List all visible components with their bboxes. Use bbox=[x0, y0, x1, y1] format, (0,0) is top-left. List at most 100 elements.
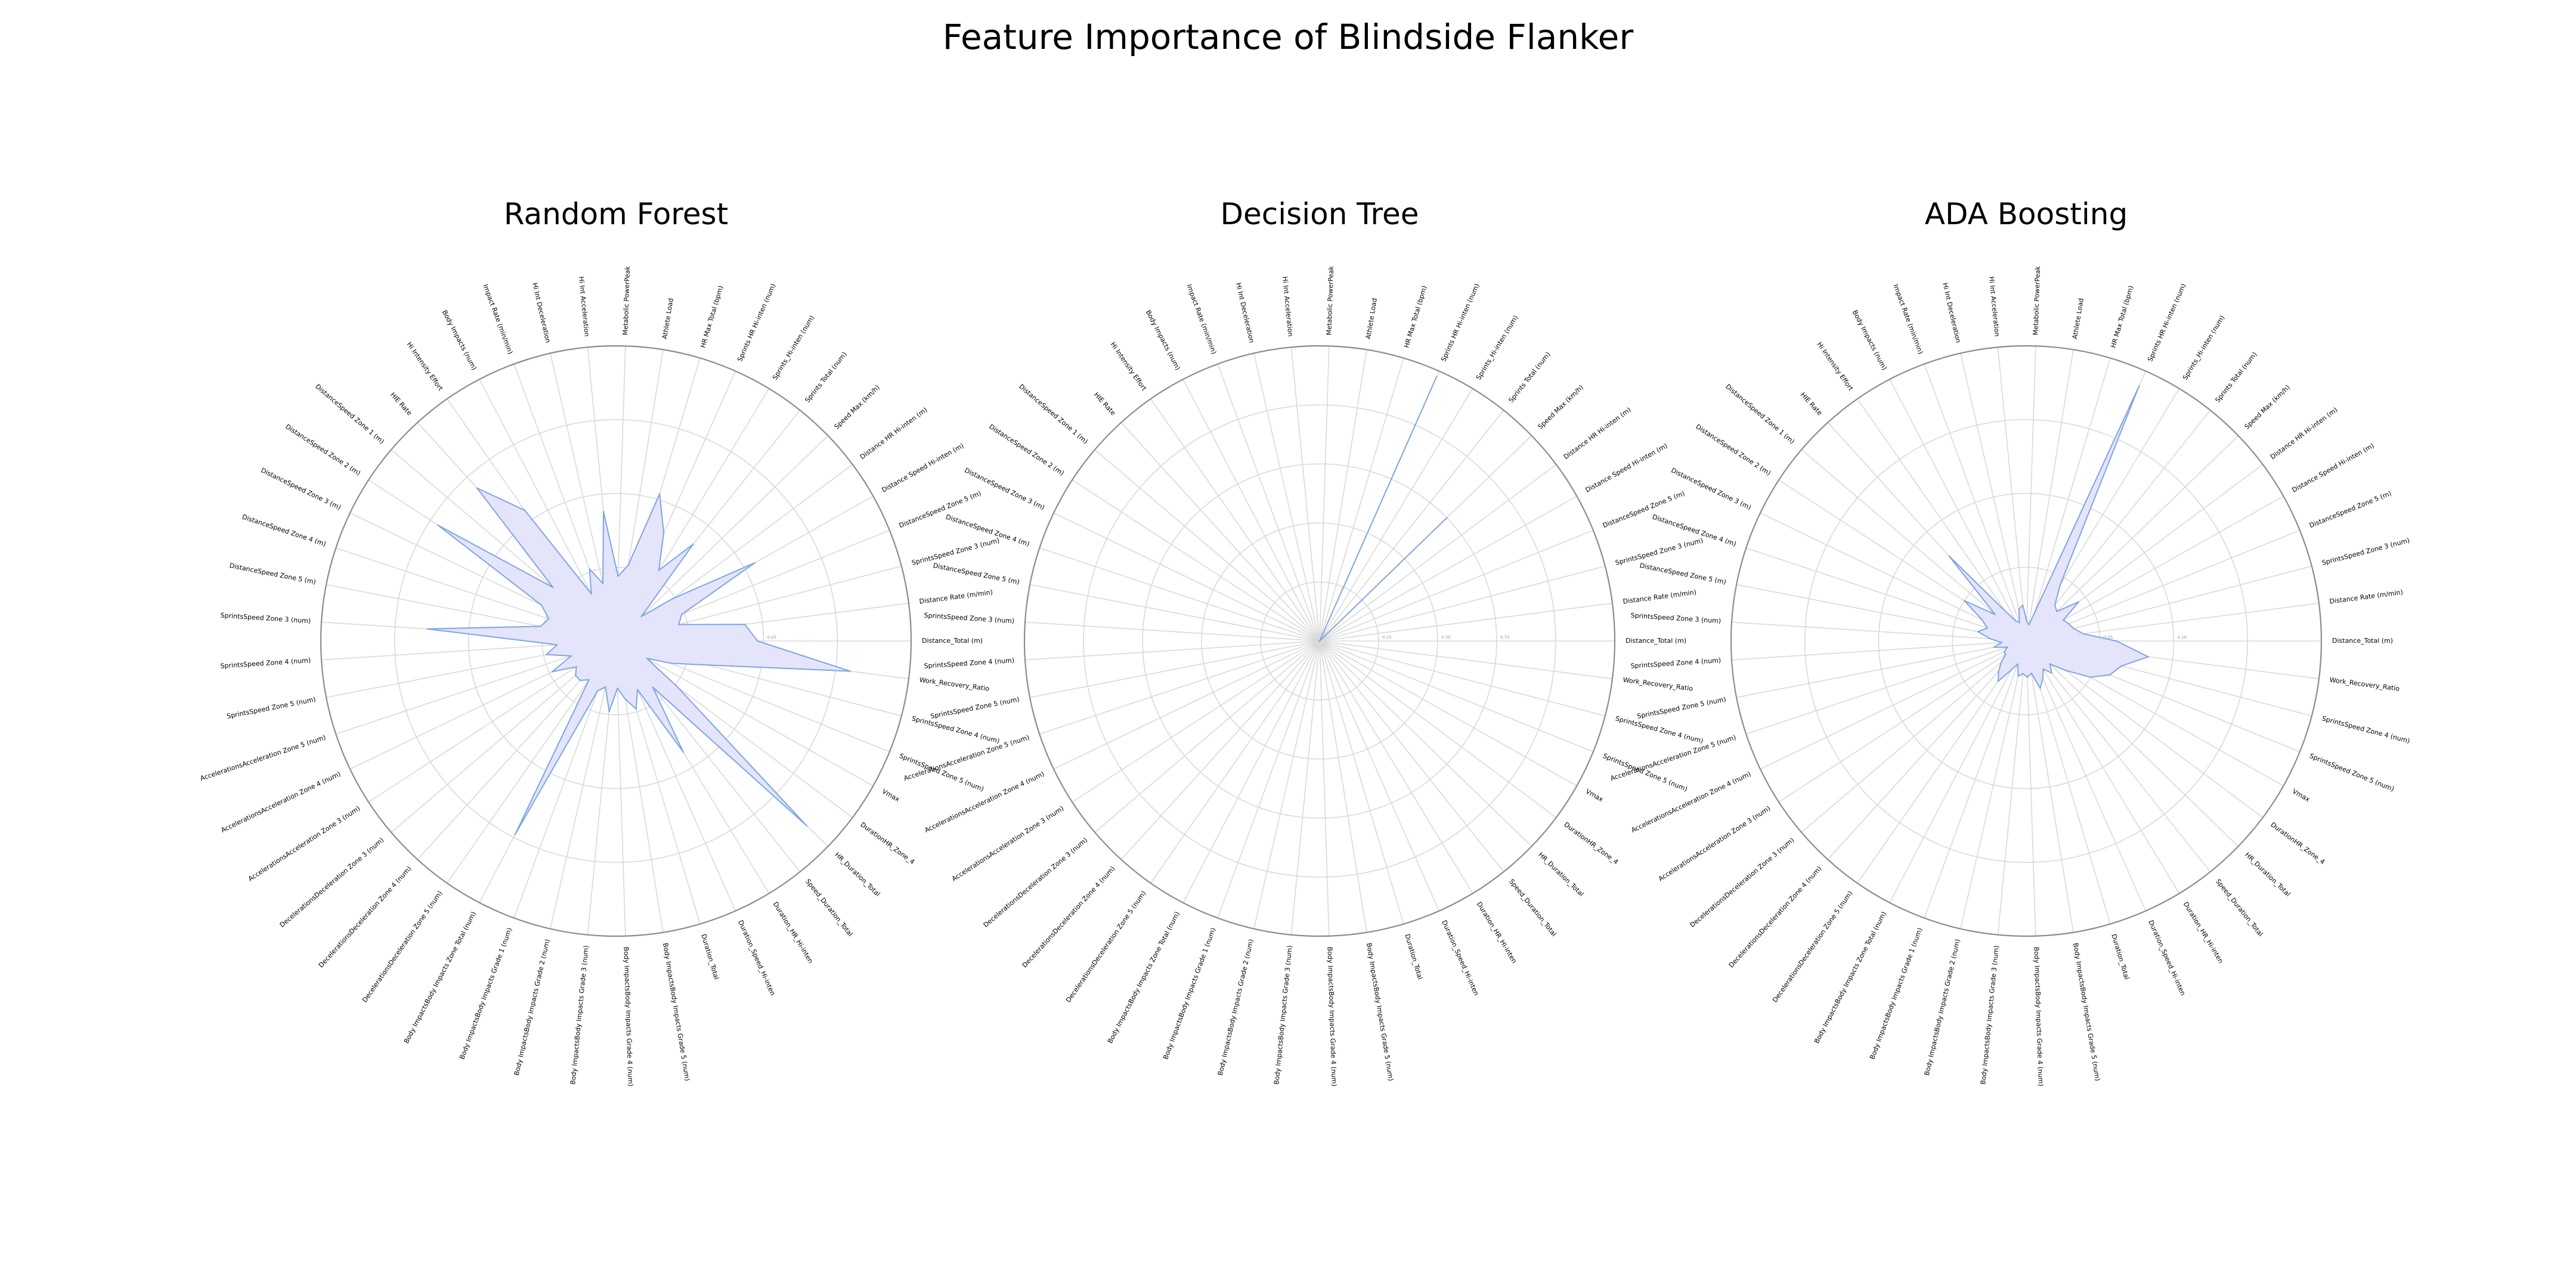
importance-point bbox=[627, 564, 629, 566]
importance-point bbox=[514, 834, 516, 836]
importance-point bbox=[2059, 584, 2061, 586]
grid-spoke bbox=[1029, 584, 1320, 642]
feature-label: Distance_Total (m) bbox=[922, 637, 983, 645]
feature-label: Speed Max (km/h) bbox=[2243, 383, 2292, 431]
feature-label: Duration_Speed_Hi-inten bbox=[736, 919, 776, 996]
feature-label: Sprints_Hi-inten (num) bbox=[2181, 314, 2226, 381]
grid-spoke bbox=[1039, 547, 1320, 642]
feature-label: AccelerationsAcceleration Zone 4 (num) bbox=[923, 770, 1045, 834]
feature-label: DistanceSpeed Zone 3 (m) bbox=[1670, 466, 1752, 512]
grid-spoke bbox=[2026, 346, 2036, 642]
grid-spoke bbox=[1319, 565, 1606, 642]
feature-label: DistanceSpeed Zone 4 (m) bbox=[241, 513, 327, 548]
grid-spoke bbox=[1745, 547, 2027, 642]
feature-label: Body ImpactsBody Impacts Grade 5 (num) bbox=[1365, 942, 1395, 1081]
grid-spoke bbox=[1736, 640, 2027, 698]
feature-label: HR Max Total (bpm) bbox=[1402, 285, 1428, 349]
feature-label: AccelerationsAcceleration Zone 5 (num) bbox=[903, 733, 1030, 782]
feature-label: Distance Speed Hi-inten (m) bbox=[1584, 442, 1669, 494]
feature-label: Body ImpactsBody Impacts Grade 1 (num) bbox=[1162, 927, 1217, 1060]
grid-spoke bbox=[1997, 640, 2027, 935]
importance-point bbox=[617, 575, 619, 577]
feature-label: HR_Duration_Total bbox=[2243, 851, 2292, 898]
feature-label: HIE Rate bbox=[1092, 391, 1117, 417]
grid-spoke bbox=[1182, 379, 1320, 642]
importance-point bbox=[757, 640, 758, 642]
importance-point bbox=[849, 670, 851, 672]
grid-spoke bbox=[1217, 640, 1320, 918]
grid-spoke bbox=[1760, 640, 2027, 770]
importance-point bbox=[1994, 614, 1996, 615]
grid-spoke bbox=[1319, 530, 1594, 642]
grid-spoke bbox=[615, 435, 829, 642]
importance-point bbox=[670, 662, 672, 664]
importance-point bbox=[2073, 627, 2075, 630]
importance-point bbox=[2049, 663, 2051, 665]
importance-point bbox=[2064, 670, 2067, 671]
importance-point bbox=[635, 708, 637, 710]
feature-label: Distance_Total (m) bbox=[1626, 637, 1686, 645]
grid-spoke bbox=[1024, 621, 1320, 642]
feature-label: Duration_HR_Hi-inten bbox=[772, 900, 815, 965]
figure-title: Feature Importance of Blindside Flanker bbox=[943, 17, 1634, 57]
importance-point bbox=[678, 624, 680, 626]
grid-spoke bbox=[1319, 640, 1606, 717]
importance-point bbox=[476, 487, 478, 489]
feature-label: DistanceSpeed Zone 5 (m) bbox=[2308, 490, 2392, 530]
grid-spoke bbox=[1731, 621, 2027, 642]
feature-label: Distance HR Hi-inten (m) bbox=[1562, 406, 1633, 461]
importance-point bbox=[575, 674, 577, 677]
feature-label: Speed_Duration_Total bbox=[1507, 878, 1558, 938]
importance-point bbox=[2120, 665, 2122, 667]
grid-spoke bbox=[1319, 640, 1613, 680]
importance-point bbox=[2026, 676, 2029, 678]
importance-point bbox=[426, 628, 429, 630]
importance-point bbox=[1997, 680, 1999, 682]
feature-label: AccelerationsAcceleration Zone 5 (num) bbox=[1609, 733, 1737, 782]
feature-label: Distance Rate (m/min) bbox=[919, 589, 993, 606]
feature-label: Work_Recovery_Ratio bbox=[919, 676, 990, 693]
grid-spoke bbox=[2026, 349, 2074, 642]
importance-point bbox=[617, 688, 618, 689]
importance-point bbox=[605, 686, 606, 688]
importance-point bbox=[589, 568, 590, 570]
feature-label: Work_Recovery_Ratio bbox=[1623, 676, 1693, 693]
grid-spoke bbox=[1253, 353, 1320, 642]
feature-label: Hi Intensity Effort bbox=[1109, 340, 1148, 392]
importance-point bbox=[680, 614, 683, 615]
importance-point bbox=[676, 686, 679, 688]
feature-label: Duration_HR_Hi-inten bbox=[1475, 900, 1518, 965]
feature-label: DurationHR_Zone_4 bbox=[859, 821, 917, 866]
grid-spoke bbox=[1182, 640, 1320, 903]
importance-point bbox=[524, 509, 526, 511]
importance-point bbox=[2138, 385, 2140, 387]
feature-label: Body Impacts (num) bbox=[441, 309, 478, 371]
feature-label: DistanceSpeed Zone 1 (m) bbox=[1724, 383, 1796, 445]
importance-point bbox=[2010, 669, 2012, 671]
feature-label: Sprints_Hi-inten (num) bbox=[771, 314, 816, 381]
grid-spoke bbox=[2026, 530, 2301, 642]
feature-label: Vmax bbox=[881, 788, 901, 804]
importance-point bbox=[2000, 661, 2002, 663]
grid-spoke bbox=[1801, 449, 2027, 642]
grid-spoke bbox=[1290, 640, 1320, 935]
grid-spoke bbox=[1924, 640, 2027, 918]
feature-label: DistanceSpeed Zone 1 (m) bbox=[1017, 383, 1089, 445]
feature-label: Duration_Total bbox=[699, 933, 720, 980]
feature-label: SprintsSpeed Zone 4 (num) bbox=[1630, 657, 1721, 670]
feature-label: Body ImpactsBody Impacts Grade 2 (num) bbox=[1923, 939, 1962, 1076]
grid-spoke bbox=[1319, 602, 1613, 642]
importance-point bbox=[806, 825, 808, 827]
feature-label: Body ImpactsBody Impacts Grade 1 (num) bbox=[458, 927, 513, 1060]
importance-point bbox=[2109, 674, 2111, 676]
grid-spoke bbox=[1024, 640, 1320, 661]
grid-spoke bbox=[1094, 449, 1320, 642]
importance-point bbox=[602, 583, 604, 584]
importance-point bbox=[636, 689, 639, 691]
feature-label: Impact Rate (min/min) bbox=[481, 283, 514, 355]
grid-spoke bbox=[1319, 358, 1404, 642]
grid-spoke bbox=[1960, 353, 2027, 642]
feature-label: Hi Int Acceleration bbox=[1987, 276, 2001, 337]
